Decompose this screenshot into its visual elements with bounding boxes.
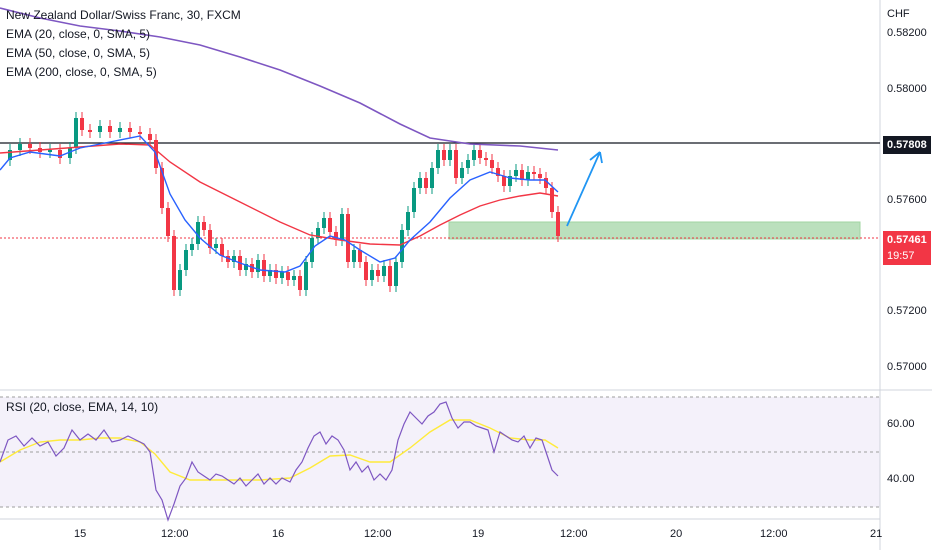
time-label: 15 (74, 528, 86, 540)
currency-label: CHF (887, 8, 910, 20)
candle-body (532, 172, 536, 174)
candle-body (442, 150, 446, 160)
candle-body (166, 208, 170, 236)
candle-body (28, 144, 32, 148)
candle-body (400, 230, 404, 262)
candle-body (406, 212, 410, 230)
candle-body (472, 150, 476, 160)
price-tick: 0.58000 (887, 83, 927, 95)
time-label: 12:00 (364, 528, 392, 540)
candle-body (172, 236, 176, 290)
rsi-tick: 60.00 (887, 418, 915, 430)
candle-body (514, 170, 518, 176)
price-tick: 0.58200 (887, 27, 927, 39)
candle-body (74, 118, 78, 148)
bar-countdown: 19:57 (883, 247, 931, 265)
candle-body (478, 150, 482, 158)
candle-body (128, 128, 132, 132)
candle-body (484, 158, 488, 160)
candle-body (424, 178, 428, 188)
candle-body (364, 262, 368, 280)
ema20-legend[interactable]: EMA (20, close, 0, SMA, 5) (6, 25, 241, 44)
candle-body (18, 144, 22, 150)
candle-body (88, 130, 92, 132)
candle-body (502, 176, 506, 186)
candle-body (382, 266, 386, 276)
candle-body (202, 222, 206, 230)
candle-body (48, 150, 52, 152)
time-label: 12:00 (560, 528, 588, 540)
candle-body (304, 262, 308, 290)
chart-canvas[interactable] (0, 0, 932, 550)
candle-body (550, 188, 554, 212)
time-label: 12:00 (161, 528, 189, 540)
candle-body (286, 272, 290, 280)
symbol-title[interactable]: New Zealand Dollar/Swiss Franc, 30, FXCM (6, 6, 241, 25)
support-zone[interactable] (449, 222, 860, 239)
candle-body (298, 276, 302, 290)
chart-legend: New Zealand Dollar/Swiss Franc, 30, FXCM… (6, 6, 241, 82)
resistance-price-tag: 0.57808 (883, 136, 931, 154)
ema200-legend[interactable]: EMA (200, close, 0, SMA, 5) (6, 63, 241, 82)
candle-body (418, 178, 422, 188)
price-tick: 0.57600 (887, 194, 927, 206)
candle-body (148, 134, 152, 140)
candle-body (454, 150, 458, 178)
candle-body (346, 214, 350, 262)
candle-body (58, 150, 62, 158)
candle-body (184, 250, 188, 270)
candle-body (340, 214, 344, 240)
candle-body (328, 218, 332, 232)
candle-body (556, 212, 560, 236)
candle-body (292, 276, 296, 280)
candle-body (352, 250, 356, 262)
time-label: 16 (272, 528, 284, 540)
candle-body (214, 244, 218, 248)
time-label: 19 (472, 528, 484, 540)
candle-body (138, 132, 142, 134)
rsi-legend[interactable]: RSI (20, close, EMA, 14, 10) (6, 400, 158, 414)
candle-body (412, 188, 416, 212)
candle-body (118, 128, 122, 132)
ema50-legend[interactable]: EMA (50, close, 0, SMA, 5) (6, 44, 241, 63)
candle-body (190, 244, 194, 250)
candle-body (430, 168, 434, 188)
price-tick: 0.57000 (887, 361, 927, 373)
candle-body (538, 174, 542, 178)
time-label: 20 (670, 528, 682, 540)
rsi-tick: 40.00 (887, 473, 915, 485)
candle-body (280, 272, 284, 278)
candle-body (466, 160, 470, 168)
candle-body (358, 250, 362, 262)
candle-body (436, 150, 440, 168)
candle-body (80, 118, 84, 130)
candle-body (98, 126, 102, 132)
candle-body (178, 270, 182, 290)
candle-body (460, 168, 464, 178)
candle-body (220, 244, 224, 256)
candle-body (108, 126, 112, 132)
price-tick: 0.57200 (887, 305, 927, 317)
candle-body (322, 218, 326, 228)
candle-body (262, 260, 266, 276)
candle-body (388, 266, 392, 286)
time-label: 21 (870, 528, 882, 540)
candle-body (448, 150, 452, 160)
candle-body (376, 270, 380, 276)
candle-body (526, 172, 530, 180)
time-label: 12:00 (760, 528, 788, 540)
candle-body (370, 270, 374, 280)
candle-body (490, 160, 494, 168)
candle-body (394, 262, 398, 286)
